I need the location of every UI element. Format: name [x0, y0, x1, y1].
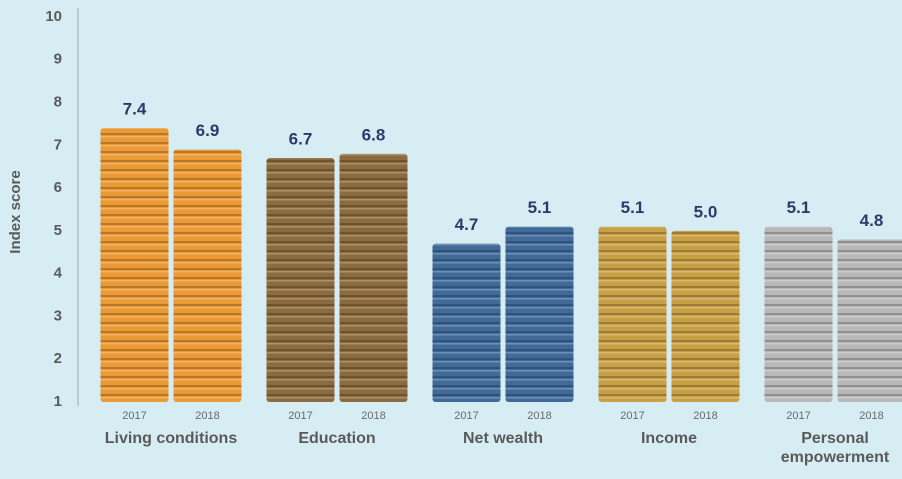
y-tick-label: 7 [54, 136, 62, 153]
value-label: 7.4 [123, 100, 147, 119]
bar [266, 158, 335, 402]
bar [671, 230, 740, 402]
y-tick-label: 3 [54, 307, 62, 324]
y-tick-label: 8 [54, 94, 62, 111]
series-label: 2017 [122, 410, 146, 422]
bar [505, 226, 574, 402]
bar [837, 239, 902, 402]
category-label: Personal empowerment [780, 430, 890, 466]
series-label: 2018 [361, 410, 385, 422]
series-label: 2017 [786, 410, 810, 422]
series-label: 2017 [620, 410, 644, 422]
value-label: 5.1 [621, 198, 645, 217]
series-label: 2017 [288, 410, 312, 422]
value-label: 5.0 [694, 202, 718, 221]
bar [100, 128, 169, 402]
category-label: Education [298, 430, 376, 447]
value-label: 4.8 [860, 211, 884, 230]
value-label: 6.8 [362, 125, 386, 144]
category-label: Income [640, 430, 697, 447]
bar [339, 153, 408, 402]
bar [173, 149, 242, 402]
bar [598, 226, 667, 402]
value-label: 5.1 [528, 198, 552, 217]
category-label: Net wealth [462, 430, 543, 447]
value-label: 4.7 [455, 215, 479, 234]
y-tick-label: 2 [54, 350, 62, 367]
y-tick-label: 5 [54, 222, 62, 239]
value-label: 5.1 [787, 198, 811, 217]
series-label: 2018 [859, 410, 883, 422]
y-axis-title: Index score [7, 170, 24, 253]
category-label: Living conditions [104, 430, 238, 447]
y-tick-label: 4 [54, 265, 63, 282]
series-label: 2018 [527, 410, 551, 422]
value-label: 6.7 [289, 130, 313, 149]
value-label: 6.9 [196, 121, 220, 140]
bar [764, 226, 833, 402]
y-tick-label: 1 [54, 393, 62, 410]
series-label: 2018 [195, 410, 219, 422]
y-tick-label: 6 [54, 179, 62, 196]
y-tick-label: 10 [45, 8, 62, 25]
y-tick-label: 9 [54, 51, 62, 68]
series-label: 2018 [693, 410, 717, 422]
series-label: 2017 [454, 410, 478, 422]
bar [432, 243, 501, 402]
